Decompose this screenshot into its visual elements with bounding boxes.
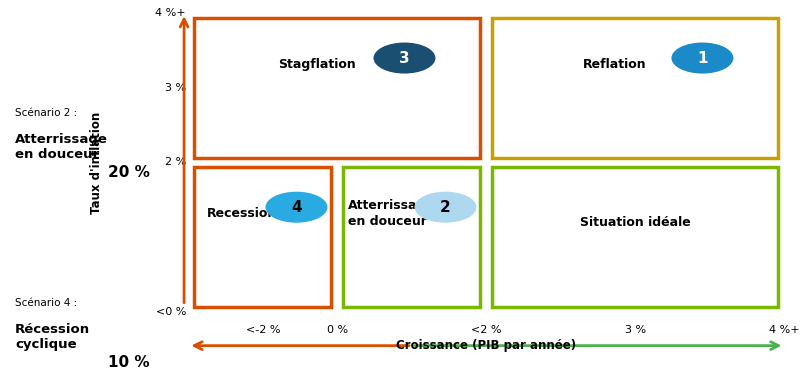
Circle shape	[374, 43, 435, 74]
Text: Stagflation: Stagflation	[15, 228, 99, 241]
Text: 4 %+: 4 %+	[769, 325, 800, 335]
Text: Atterrissage
en douceur: Atterrissage en douceur	[347, 199, 435, 228]
Text: Scénario 3 :: Scénario 3 :	[15, 203, 77, 212]
Text: 10 %: 10 %	[107, 355, 149, 369]
Text: 50 %: 50 %	[107, 70, 149, 84]
Text: <2 %: <2 %	[471, 325, 502, 335]
Text: 20 %: 20 %	[107, 260, 149, 274]
Text: 4 %+: 4 %+	[156, 8, 186, 18]
Text: 3 %: 3 %	[165, 83, 186, 93]
Text: Situation idéale: Situation idéale	[580, 215, 691, 229]
Text: 3 %: 3 %	[625, 325, 646, 335]
Text: <0 %: <0 %	[156, 307, 186, 317]
Text: Scénario 4 :: Scénario 4 :	[15, 298, 77, 307]
Text: Croissance (PIB par année): Croissance (PIB par année)	[396, 339, 577, 352]
Text: 2 %: 2 %	[165, 157, 186, 168]
Text: Recession: Recession	[207, 207, 277, 220]
Text: <-2 %: <-2 %	[245, 325, 280, 335]
Text: Reflation: Reflation	[583, 57, 646, 71]
Circle shape	[415, 192, 476, 223]
Text: Taux d'inflation: Taux d'inflation	[90, 111, 103, 214]
Text: 2: 2	[440, 200, 451, 215]
Text: 4: 4	[291, 200, 302, 215]
Text: 1: 1	[697, 51, 707, 65]
Text: Reflation: Reflation	[15, 38, 83, 51]
Text: 0 %: 0 %	[327, 325, 348, 335]
Text: Scénario 1 :: Scénario 1 :	[15, 13, 77, 22]
Text: Scénario 2 :: Scénario 2 :	[15, 108, 77, 117]
Text: 20 %: 20 %	[107, 165, 149, 179]
Circle shape	[265, 192, 327, 223]
Text: Atterrissage
en douceur: Atterrissage en douceur	[15, 133, 107, 161]
Text: Récession
cyclique: Récession cyclique	[15, 323, 90, 351]
Circle shape	[671, 43, 733, 74]
Text: Stagflation: Stagflation	[277, 57, 355, 71]
Text: 3: 3	[399, 51, 410, 65]
